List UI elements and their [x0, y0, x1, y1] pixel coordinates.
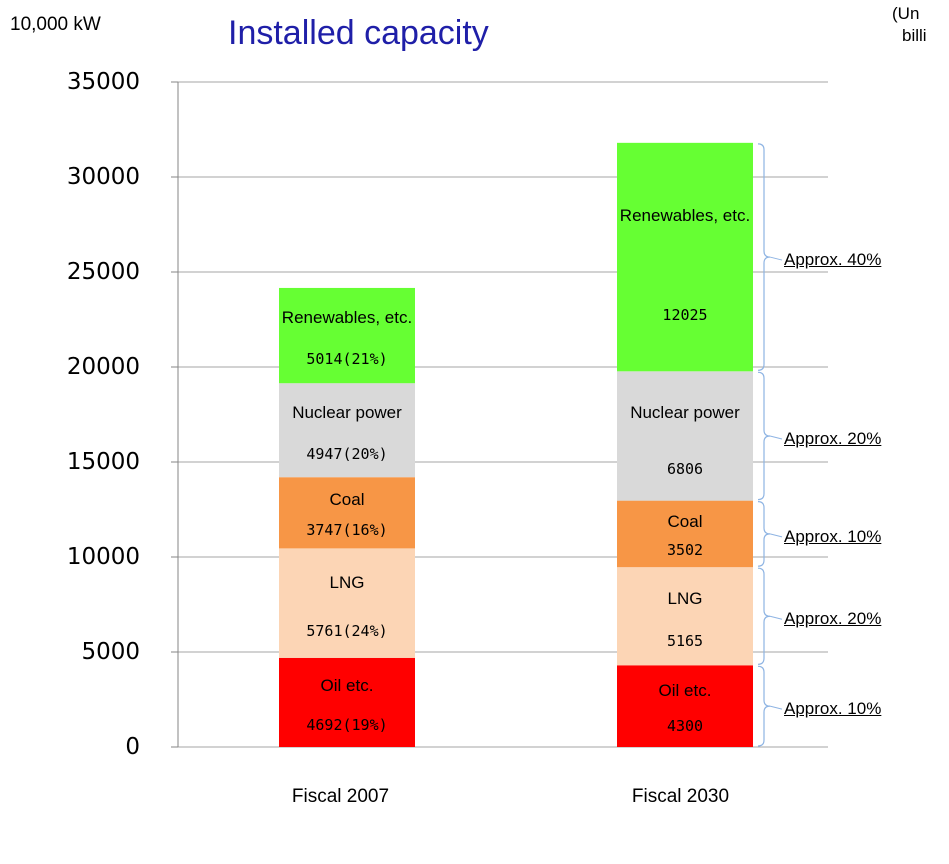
- bar-segment: [617, 567, 753, 666]
- brace: [757, 371, 771, 501]
- segment-name: LNG: [667, 588, 703, 608]
- value-label: 4947(20%): [306, 444, 388, 463]
- value-label: 5014(21%): [306, 350, 388, 369]
- segment-name: Oil etc.: [658, 681, 712, 701]
- segment-name: Oil etc.: [320, 676, 374, 696]
- chart-title: Installed capacity: [228, 14, 489, 52]
- y-axis-unit: 10,000 kW: [10, 14, 101, 35]
- brace: [757, 501, 771, 567]
- annotation-leader: [769, 256, 783, 261]
- brace: [757, 665, 771, 747]
- segment-name: Coal: [329, 490, 365, 510]
- bar-segment: [279, 657, 415, 747]
- segment-name: Nuclear power: [630, 402, 740, 422]
- value-label: 3502: [666, 541, 704, 560]
- note-line: billi: [902, 26, 927, 45]
- annotation-leader: [769, 705, 783, 710]
- segment-name: Nuclear power: [292, 403, 402, 423]
- segment-name: LNG: [329, 573, 365, 593]
- value-label: 5761(24%): [306, 621, 388, 640]
- y-tick-label: 0: [125, 734, 140, 760]
- annotation: Approx. 20%: [784, 428, 882, 448]
- annotation: Approx. 20%: [784, 609, 882, 629]
- annotation: Approx. 10%: [784, 526, 882, 546]
- brace: [757, 567, 771, 665]
- value-label: 4692(19%): [306, 715, 388, 734]
- y-tick-label: 35000: [66, 69, 140, 95]
- segment-name: Coal: [667, 511, 703, 531]
- bar-segment: [279, 383, 415, 478]
- value-label: 3747(16%): [306, 521, 388, 540]
- y-tick-label: 30000: [66, 164, 140, 190]
- bar-segment: [617, 371, 753, 501]
- x-tick-label: Fiscal 2030: [631, 786, 730, 807]
- annotation-leader: [769, 435, 783, 440]
- y-tick-label: 10000: [66, 544, 140, 570]
- value-label: 12025: [662, 306, 708, 325]
- y-tick-label: 25000: [66, 259, 140, 285]
- bar-segment: [617, 142, 753, 372]
- y-tick-label: 20000: [66, 354, 140, 380]
- annotation: Approx. 40%: [784, 250, 882, 270]
- bar-segment: [279, 548, 415, 658]
- bar-segment: [279, 287, 415, 384]
- annotation-leader: [769, 533, 783, 538]
- annotation: Approx. 10%: [784, 699, 882, 719]
- y-tick-label: 5000: [81, 639, 140, 665]
- bar-segment: [617, 665, 753, 747]
- brace: [757, 143, 771, 371]
- value-label: 5165: [666, 631, 704, 650]
- value-label: 6806: [666, 459, 704, 478]
- segment-name: Renewables, etc.: [619, 206, 751, 226]
- bar-segment: [279, 477, 415, 549]
- segment-name: Renewables, etc.: [281, 308, 413, 328]
- y-tick-label: 15000: [66, 449, 140, 475]
- note-line: (Un: [892, 4, 920, 23]
- value-label: 4300: [666, 717, 704, 736]
- x-tick-label: Fiscal 2007: [291, 786, 390, 807]
- bar-segment: [617, 500, 753, 568]
- annotation-leader: [769, 615, 783, 620]
